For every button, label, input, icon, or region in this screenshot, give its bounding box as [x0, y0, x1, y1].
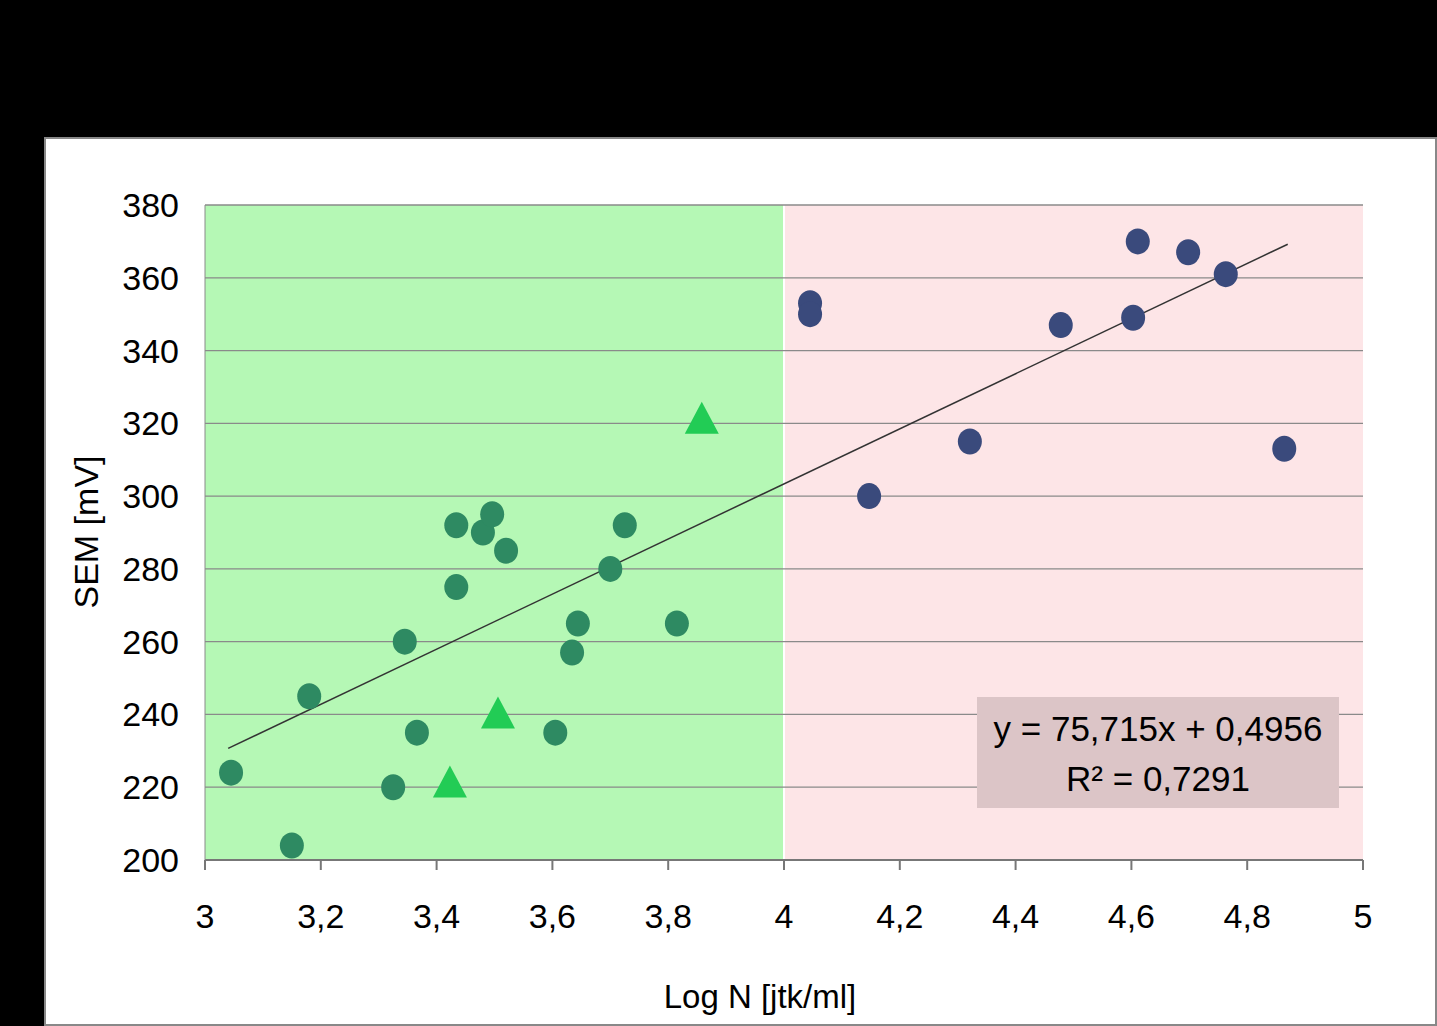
marks — [219, 228, 1296, 858]
y-tick-label: 320 — [122, 404, 179, 442]
x-tick — [436, 860, 438, 870]
x-tick — [1246, 860, 1248, 870]
y-tick-label: 260 — [122, 623, 179, 661]
x-tick-label: 3,6 — [529, 897, 576, 935]
point — [665, 610, 689, 636]
x-tick — [899, 860, 901, 870]
point — [480, 501, 504, 527]
x-tick-label: 5 — [1354, 897, 1373, 935]
panel — [45, 138, 1436, 1025]
point — [560, 640, 584, 666]
point — [613, 512, 637, 538]
x-tick-label: 3,2 — [297, 897, 344, 935]
point — [798, 301, 822, 327]
x-tick-label: 3,8 — [645, 897, 692, 935]
point — [433, 766, 467, 798]
point — [1272, 436, 1296, 462]
point — [566, 610, 590, 636]
point — [381, 774, 405, 800]
point — [481, 696, 515, 728]
point — [1121, 305, 1145, 331]
point — [598, 556, 622, 582]
point — [280, 832, 304, 858]
point — [1126, 228, 1150, 254]
point — [494, 538, 518, 564]
grid-line — [205, 423, 1363, 424]
y-tick-label: 340 — [122, 332, 179, 370]
band-separator — [783, 205, 785, 860]
x-tick-label: 3,4 — [413, 897, 460, 935]
trendline — [228, 244, 1288, 748]
point — [297, 683, 321, 709]
point — [1214, 261, 1238, 287]
point — [958, 429, 982, 455]
grid-line — [205, 495, 1363, 496]
chart: 200 220 240 260 280 300 320 340 360 380 3 3,2 3,4 3,6… — [0, 0, 1437, 1026]
bands — [205, 205, 1363, 860]
x-tick — [1362, 860, 1364, 870]
x-tick — [204, 860, 206, 870]
background — [0, 0, 1437, 1026]
x-tick-label: 4 — [775, 897, 794, 935]
point — [1176, 239, 1200, 265]
x-tick — [783, 860, 785, 870]
y-axis-label: SEM [mV] — [67, 455, 105, 608]
point — [543, 720, 567, 746]
y-tick-label: 220 — [122, 768, 179, 806]
x-tick — [667, 860, 669, 870]
point — [393, 629, 417, 655]
x-tick — [320, 860, 322, 870]
grid-line — [205, 204, 1363, 205]
point — [405, 720, 429, 746]
x-tick-label: 4,6 — [1108, 897, 1155, 935]
y-axis — [205, 205, 206, 860]
x-tick-label: 4,4 — [992, 897, 1039, 935]
r-squared: R² = 0,7291 — [1066, 759, 1250, 798]
x-tick-label: 3 — [196, 897, 215, 935]
x-tick — [1015, 860, 1017, 870]
equation: y = 75,715x + 0,4956 — [994, 709, 1323, 748]
x-axis-label: Log N [jtk/ml] — [664, 978, 857, 1015]
y-tick-label: 280 — [122, 550, 179, 588]
point — [444, 512, 468, 538]
x-tick — [1130, 860, 1132, 870]
point — [219, 760, 243, 786]
y-tick-label: 300 — [122, 477, 179, 515]
point — [444, 574, 468, 600]
y-tick-label: 200 — [122, 841, 179, 879]
point — [1049, 312, 1073, 338]
y-tick-label: 380 — [122, 186, 179, 224]
x-tick — [551, 860, 553, 870]
grid-line — [205, 350, 1363, 351]
band — [784, 205, 1363, 860]
y-tick-label: 240 — [122, 695, 179, 733]
grid-line — [205, 277, 1363, 278]
equation-box — [977, 697, 1339, 808]
grid-line — [205, 568, 1363, 569]
point — [857, 483, 881, 509]
y-tick-label: 360 — [122, 259, 179, 297]
x-tick-label: 4,2 — [876, 897, 923, 935]
x-tick-label: 4,8 — [1224, 897, 1271, 935]
point — [685, 402, 719, 434]
band — [205, 205, 784, 860]
grid-line — [205, 641, 1363, 642]
